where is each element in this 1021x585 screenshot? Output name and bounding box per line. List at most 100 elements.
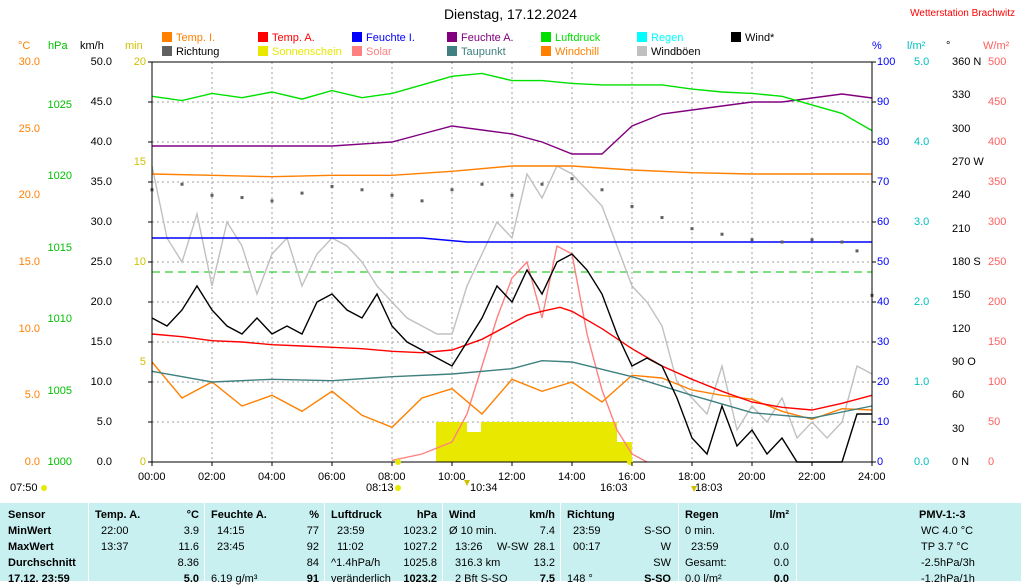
tick-label-solar: 50 (988, 416, 1001, 428)
tick-label-rain: 5.0 (914, 56, 930, 68)
tick-label-dir: 360 N (952, 56, 982, 68)
tick-label-hum: 100 (877, 56, 896, 68)
tick-label-x: 04:00 (258, 471, 286, 483)
stats-row-label: Durchschnitt (8, 557, 76, 569)
direction-point (180, 182, 184, 186)
tick-label-rain: 0.0 (914, 456, 930, 468)
tick-label-temp: 10.0 (18, 322, 40, 335)
legend-swatch (637, 46, 647, 56)
hum-abs: 6.19 g/m³ (211, 573, 258, 585)
tick-label-wind: 0.0 (96, 456, 112, 468)
tick-label-wind: 35.0 (90, 176, 112, 188)
stats-col-labels: Sensor MinWert MaxWert Durchschnitt 17.1… (0, 503, 88, 585)
sunset-label: 16:03 (600, 482, 628, 494)
wind-max-time: 13:26 (455, 541, 483, 553)
wind-max-value: 28.1 (533, 541, 555, 553)
rain-max-time: 23:59 (691, 541, 719, 553)
tick-label-wind: 10.0 (90, 376, 112, 388)
pmv-header: PMV-1:-3 (919, 509, 966, 521)
direction-point (600, 188, 604, 192)
tick-label-sun: 0 (139, 456, 146, 468)
stats-col-pmv: PMV-1:-3 WC 4.0 °C TP 3.7 °C -2.5hPa/3h … (796, 503, 1021, 585)
tick-label-x: 24:00 (858, 471, 886, 483)
legend-item: Windböen (637, 46, 701, 58)
tick-label-rain: 3.0 (914, 216, 930, 228)
direction-point (240, 196, 244, 200)
tick-label-dir: 150 (952, 289, 971, 302)
hum-min-time: 14:15 (217, 525, 245, 537)
tick-label-x: 08:00 (378, 471, 406, 483)
legend-item: Wind* (731, 32, 774, 44)
stats-table: Sensor MinWert MaxWert Durchschnitt 17.1… (0, 503, 1021, 585)
stats-row-label: Sensor (8, 509, 46, 521)
solar-max-label: 10:34 (470, 482, 498, 494)
direction-point (480, 182, 484, 186)
tick-label-wind: 50.0 (90, 56, 112, 68)
direction-point (330, 184, 334, 188)
legend-swatch (258, 32, 268, 42)
tick-label-x: 10:00 (438, 471, 466, 483)
direction-point (630, 204, 634, 208)
tick-label-hum: 10 (877, 416, 890, 428)
rain-rate: 0.0 l/m² (685, 573, 722, 585)
tick-label-dir: 210 (952, 222, 971, 235)
series-line-feuchte-a (152, 93, 873, 155)
tick-label-solar: 300 (988, 216, 1007, 228)
legend-item: Taupunkt (447, 46, 506, 58)
temp-min-value: 3.9 (183, 525, 199, 537)
series-line-wind (151, 253, 872, 463)
stats-col-dir: Richtung 23:59 S-SO 00:17 W SW 148 ° S-S… (560, 503, 679, 585)
tick-label-solar: 0 (988, 456, 995, 468)
series-line-solar (391, 244, 648, 463)
legend-label: Windchill (555, 46, 600, 58)
tick-label-dir: 0 N (952, 456, 970, 468)
tick-label-hum: 60 (877, 216, 890, 228)
hum-max-time: 23:45 (217, 541, 245, 553)
legend-item: Solar (352, 46, 392, 58)
sunrise-label: 08:13 (366, 482, 394, 494)
stats-row-label: MaxWert (8, 541, 54, 553)
direction-point (510, 193, 514, 197)
tick-label-dir: 330 (952, 89, 971, 102)
tick-label-dir: 270 W (952, 156, 984, 168)
event-marker (464, 480, 470, 486)
dir-avg-value: SW (653, 557, 671, 569)
direction-point (390, 193, 394, 197)
sunshine-bar (601, 422, 617, 462)
tick-label-solar: 100 (988, 376, 1007, 388)
rain-header: Regen (685, 509, 719, 521)
direction-point (300, 191, 304, 195)
tick-label-temp: 0.0 (24, 456, 40, 468)
sunshine-bar (436, 422, 452, 462)
wind-avg10-value: 7.4 (539, 525, 555, 537)
direction-point (420, 199, 424, 203)
axis-title-sun: min (125, 40, 143, 52)
press-current-value: 1023.2 (403, 573, 437, 585)
tick-label-press: 1015 (47, 241, 72, 254)
axis-title-press: hPa (48, 40, 68, 52)
wind-max-dir: W-SW (497, 541, 529, 553)
axis-title-rain: l/m² (907, 40, 926, 52)
tick-label-rain: 2.0 (914, 296, 930, 308)
stats-row-label: MinWert (8, 525, 52, 537)
tick-label-x: 22:00 (798, 471, 826, 483)
tick-label-sun: 5 (139, 356, 146, 368)
direction-point (780, 240, 784, 244)
rain-max-value: 0.0 (773, 541, 789, 553)
tick-label-hum: 70 (877, 176, 890, 188)
station-name: Wetterstation Brachwitz (910, 8, 1015, 19)
tick-label-hum: 20 (877, 376, 890, 388)
legend-item: Luftdruck (541, 32, 600, 44)
legend-swatch (541, 46, 551, 56)
legend-swatch (447, 46, 457, 56)
legend-label: Regen (651, 32, 684, 44)
tick-label-x: 16:00 (618, 471, 646, 483)
legend-item: Feuchte I. (352, 32, 415, 44)
legend-swatch (162, 32, 172, 42)
legend-label: Windböen (651, 46, 701, 58)
series-line-windb-en (151, 165, 873, 440)
dir-min-value: S-SO (644, 525, 671, 537)
rain-unit: l/m² (769, 509, 789, 521)
pmv-dewpoint: TP 3.7 °C (921, 541, 969, 553)
direction-point (450, 188, 454, 192)
